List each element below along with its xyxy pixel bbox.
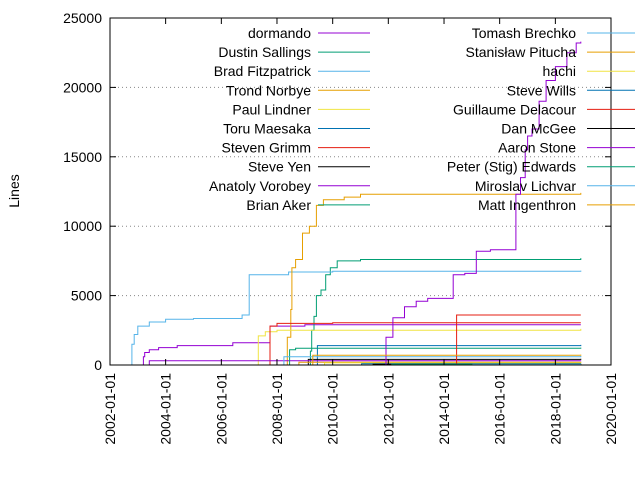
- legend-label: hachi: [543, 63, 576, 79]
- series-line: [267, 322, 581, 366]
- series-line: [309, 258, 582, 366]
- legend-label: Brad Fitzpatrick: [214, 63, 312, 79]
- legend-label: Peter (Stig) Edwards: [447, 159, 576, 175]
- legend-label: Brian Aker: [246, 197, 311, 213]
- y-axis: 0 5000 10000 15000 20000 25000: [63, 10, 611, 373]
- y-axis-label: Lines: [6, 174, 22, 207]
- legend: dormando Dustin Sallings Brad Fitzpatrick T…: [209, 25, 635, 213]
- y-tick-label: 25000: [63, 10, 102, 26]
- legend-label: Paul Lindner: [232, 101, 311, 117]
- x-tick-label: 2012-01-01: [380, 373, 396, 445]
- legend-label: Miroslav Lichvar: [475, 178, 576, 194]
- x-tick-label: 2006-01-01: [213, 373, 229, 445]
- x-tick-label: 2002-01-01: [102, 373, 118, 445]
- legend-label: Steve Yen: [248, 159, 311, 175]
- y-tick-label: 20000: [63, 79, 102, 95]
- x-tick-label: 2014-01-01: [436, 373, 452, 445]
- series-line: [256, 328, 582, 366]
- x-tick-label: 2004-01-01: [158, 373, 174, 445]
- legend-label: Anatoly Vorobey: [209, 178, 311, 194]
- y-tick-label: 15000: [63, 149, 102, 165]
- legend-label: Stanisław Pitucha: [465, 44, 576, 60]
- legend-label: Guillaume Delacour: [453, 101, 576, 117]
- x-tick-label: 2010-01-01: [325, 373, 341, 445]
- legend-label: Dan McGee: [501, 121, 576, 137]
- series-line: [381, 41, 582, 366]
- x-tick-label: 2008-01-01: [269, 373, 285, 445]
- x-tick-label: 2016-01-01: [492, 373, 508, 445]
- legend-label: Dustin Sallings: [218, 44, 311, 60]
- legend-label: Steven Grimm: [222, 140, 311, 156]
- x-tick-label: 2020-01-01: [603, 373, 619, 445]
- y-tick-label: 0: [94, 357, 102, 373]
- plot-frame: [109, 17, 612, 366]
- legend-label: Matt Ingenthron: [478, 197, 576, 213]
- y-tick-label: 5000: [71, 288, 102, 304]
- x-tick-label: 2018-01-01: [547, 373, 563, 445]
- series-line: [283, 192, 582, 366]
- series-line: [130, 270, 582, 366]
- x-axis: 2002-01-01 2004-01-01 2006-01-01 2008-01-01…: [102, 18, 619, 445]
- legend-label: Trond Norbye: [226, 82, 311, 98]
- legend-label: Toru Maesaka: [223, 121, 311, 137]
- legend-label: Steve Wills: [507, 82, 576, 98]
- legend-label: Aaron Stone: [498, 140, 576, 156]
- y-tick-label: 10000: [63, 218, 102, 234]
- legend-label: Tomash Brechko: [472, 25, 576, 41]
- legend-label: dormando: [248, 25, 311, 41]
